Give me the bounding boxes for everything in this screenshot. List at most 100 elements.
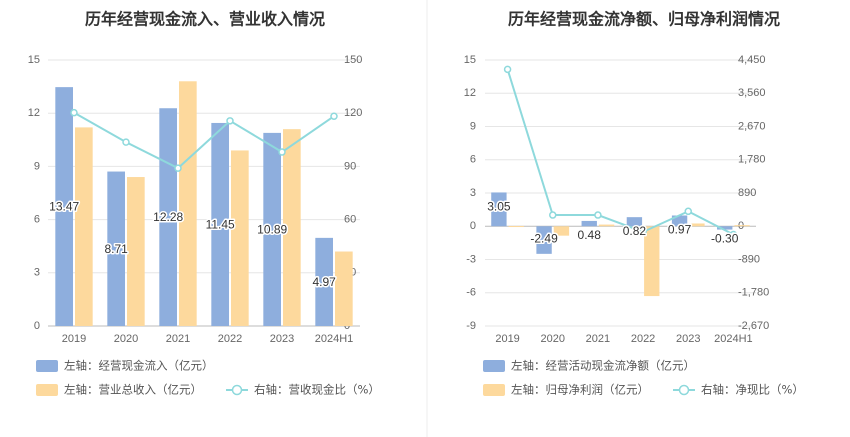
right-axis-tick: 1,780 — [738, 154, 766, 166]
bar-primary — [263, 132, 281, 326]
legend-swatch-marker — [231, 384, 243, 396]
bar-secondary — [644, 226, 660, 297]
right-axis-tick: 150 — [344, 54, 362, 66]
left-axis-tick: 3 — [34, 267, 40, 279]
ratio-point — [174, 164, 182, 172]
bar-secondary — [553, 226, 570, 236]
left-axis-tick: 12 — [28, 107, 40, 119]
left-axis-tick: 6 — [34, 214, 40, 226]
bar-secondary — [231, 150, 249, 326]
ratio-point — [278, 148, 286, 156]
bar-secondary — [335, 251, 353, 326]
data-label: -0.30 — [711, 231, 739, 245]
ratio-line — [506, 69, 734, 236]
legend-label: 右轴：营收现金比（%） — [254, 383, 380, 397]
bar-primary — [626, 217, 643, 227]
ratio-line — [73, 111, 335, 170]
ratio-point — [70, 108, 78, 117]
right-axis-tick: 890 — [738, 187, 756, 199]
left-axis-tick: 15 — [464, 54, 476, 66]
right-axis-tick: 3,560 — [738, 87, 766, 99]
data-label: 10.89 — [257, 222, 287, 236]
right-axis-tick: -2,670 — [738, 320, 769, 332]
legend-label: 左轴：归母净利润（亿元） — [511, 383, 649, 397]
ratio-point — [330, 112, 338, 120]
legend-label: 左轴：经营活动现金流净额（亿元） — [511, 359, 695, 373]
ratio-point — [729, 230, 738, 239]
right-axis-tick: -1,780 — [738, 287, 769, 299]
data-label: 3.05 — [487, 199, 511, 213]
legend-label: 左轴：营业总收入（亿元） — [64, 383, 202, 397]
right-axis-tick: 60 — [344, 214, 356, 226]
category-label: 2023 — [676, 333, 700, 345]
chart-title: 历年经营现金流入、营业收入情况 — [85, 10, 325, 29]
legend-swatch — [483, 360, 505, 372]
bar-secondary — [283, 129, 301, 326]
data-label: 0.82 — [623, 224, 647, 238]
bar-secondary — [179, 81, 197, 326]
ratio-point — [226, 117, 234, 125]
bar-primary — [107, 171, 125, 326]
bar-primary — [491, 192, 507, 227]
bar-primary — [159, 108, 177, 326]
category-label: 2019 — [495, 333, 519, 345]
bar-secondary — [127, 177, 145, 326]
data-label: 0.48 — [578, 228, 602, 242]
bar-primary — [315, 237, 333, 326]
data-label: 12.28 — [153, 210, 183, 224]
data-label: 11.45 — [206, 217, 235, 231]
ratio-point — [549, 211, 557, 219]
data-label: 13.47 — [49, 200, 79, 214]
bar-primary — [55, 87, 73, 326]
legend-swatch — [36, 384, 58, 396]
bar-primary — [581, 220, 597, 227]
bar-secondary — [734, 225, 750, 227]
data-label: 4.97 — [312, 275, 336, 289]
bar-primary — [536, 226, 552, 254]
category-label: 2020 — [541, 333, 565, 345]
ratio-point — [503, 65, 512, 74]
right-axis-tick: 4,450 — [738, 54, 766, 66]
bar-secondary — [508, 226, 524, 228]
left-axis-tick: 12 — [464, 87, 476, 99]
category-label: 2023 — [270, 333, 294, 345]
category-label: 2020 — [114, 333, 138, 345]
legend-swatch — [483, 384, 505, 396]
right-axis-tick: 120 — [344, 107, 362, 119]
category-label: 2022 — [631, 333, 655, 345]
left-axis-tick: 9 — [470, 120, 476, 132]
left-axis-tick: 15 — [28, 54, 40, 66]
left-axis-tick: 3 — [470, 187, 476, 199]
legend-swatch-marker — [678, 384, 690, 396]
ratio-point — [684, 207, 692, 216]
left-axis-tick: -6 — [466, 287, 476, 299]
ratio-point — [594, 211, 602, 219]
category-label: 2024H1 — [315, 333, 354, 345]
ratio-point — [122, 138, 130, 146]
right-axis-tick: 90 — [344, 160, 356, 172]
left-axis-tick: 6 — [470, 154, 476, 166]
chart-title: 历年经营现金流净额、归母净利润情况 — [508, 10, 780, 29]
right-axis-tick: -890 — [738, 253, 760, 265]
bar-primary — [211, 122, 229, 326]
left-axis-tick: -9 — [466, 320, 476, 332]
category-label: 2024H1 — [714, 333, 753, 345]
bar-secondary — [598, 224, 615, 227]
right-axis-tick: 2,670 — [738, 120, 766, 132]
category-label: 2021 — [166, 333, 190, 345]
legend-swatch — [36, 360, 58, 372]
bar-primary — [671, 215, 688, 227]
left-axis-tick: 9 — [34, 160, 40, 172]
legend-label: 左轴：经营现金流入（亿元） — [64, 359, 214, 373]
bar-secondary — [689, 223, 705, 227]
data-label: 8.71 — [104, 242, 128, 256]
category-label: 2021 — [586, 333, 610, 345]
left-axis-tick: 0 — [470, 220, 476, 232]
category-label: 2022 — [218, 333, 242, 345]
legend-label: 右轴：净现比（%） — [701, 383, 804, 397]
bar-primary — [717, 226, 733, 230]
data-label: -2.49 — [530, 231, 558, 245]
bar-secondary — [75, 127, 93, 327]
data-label: 0.97 — [668, 222, 692, 236]
